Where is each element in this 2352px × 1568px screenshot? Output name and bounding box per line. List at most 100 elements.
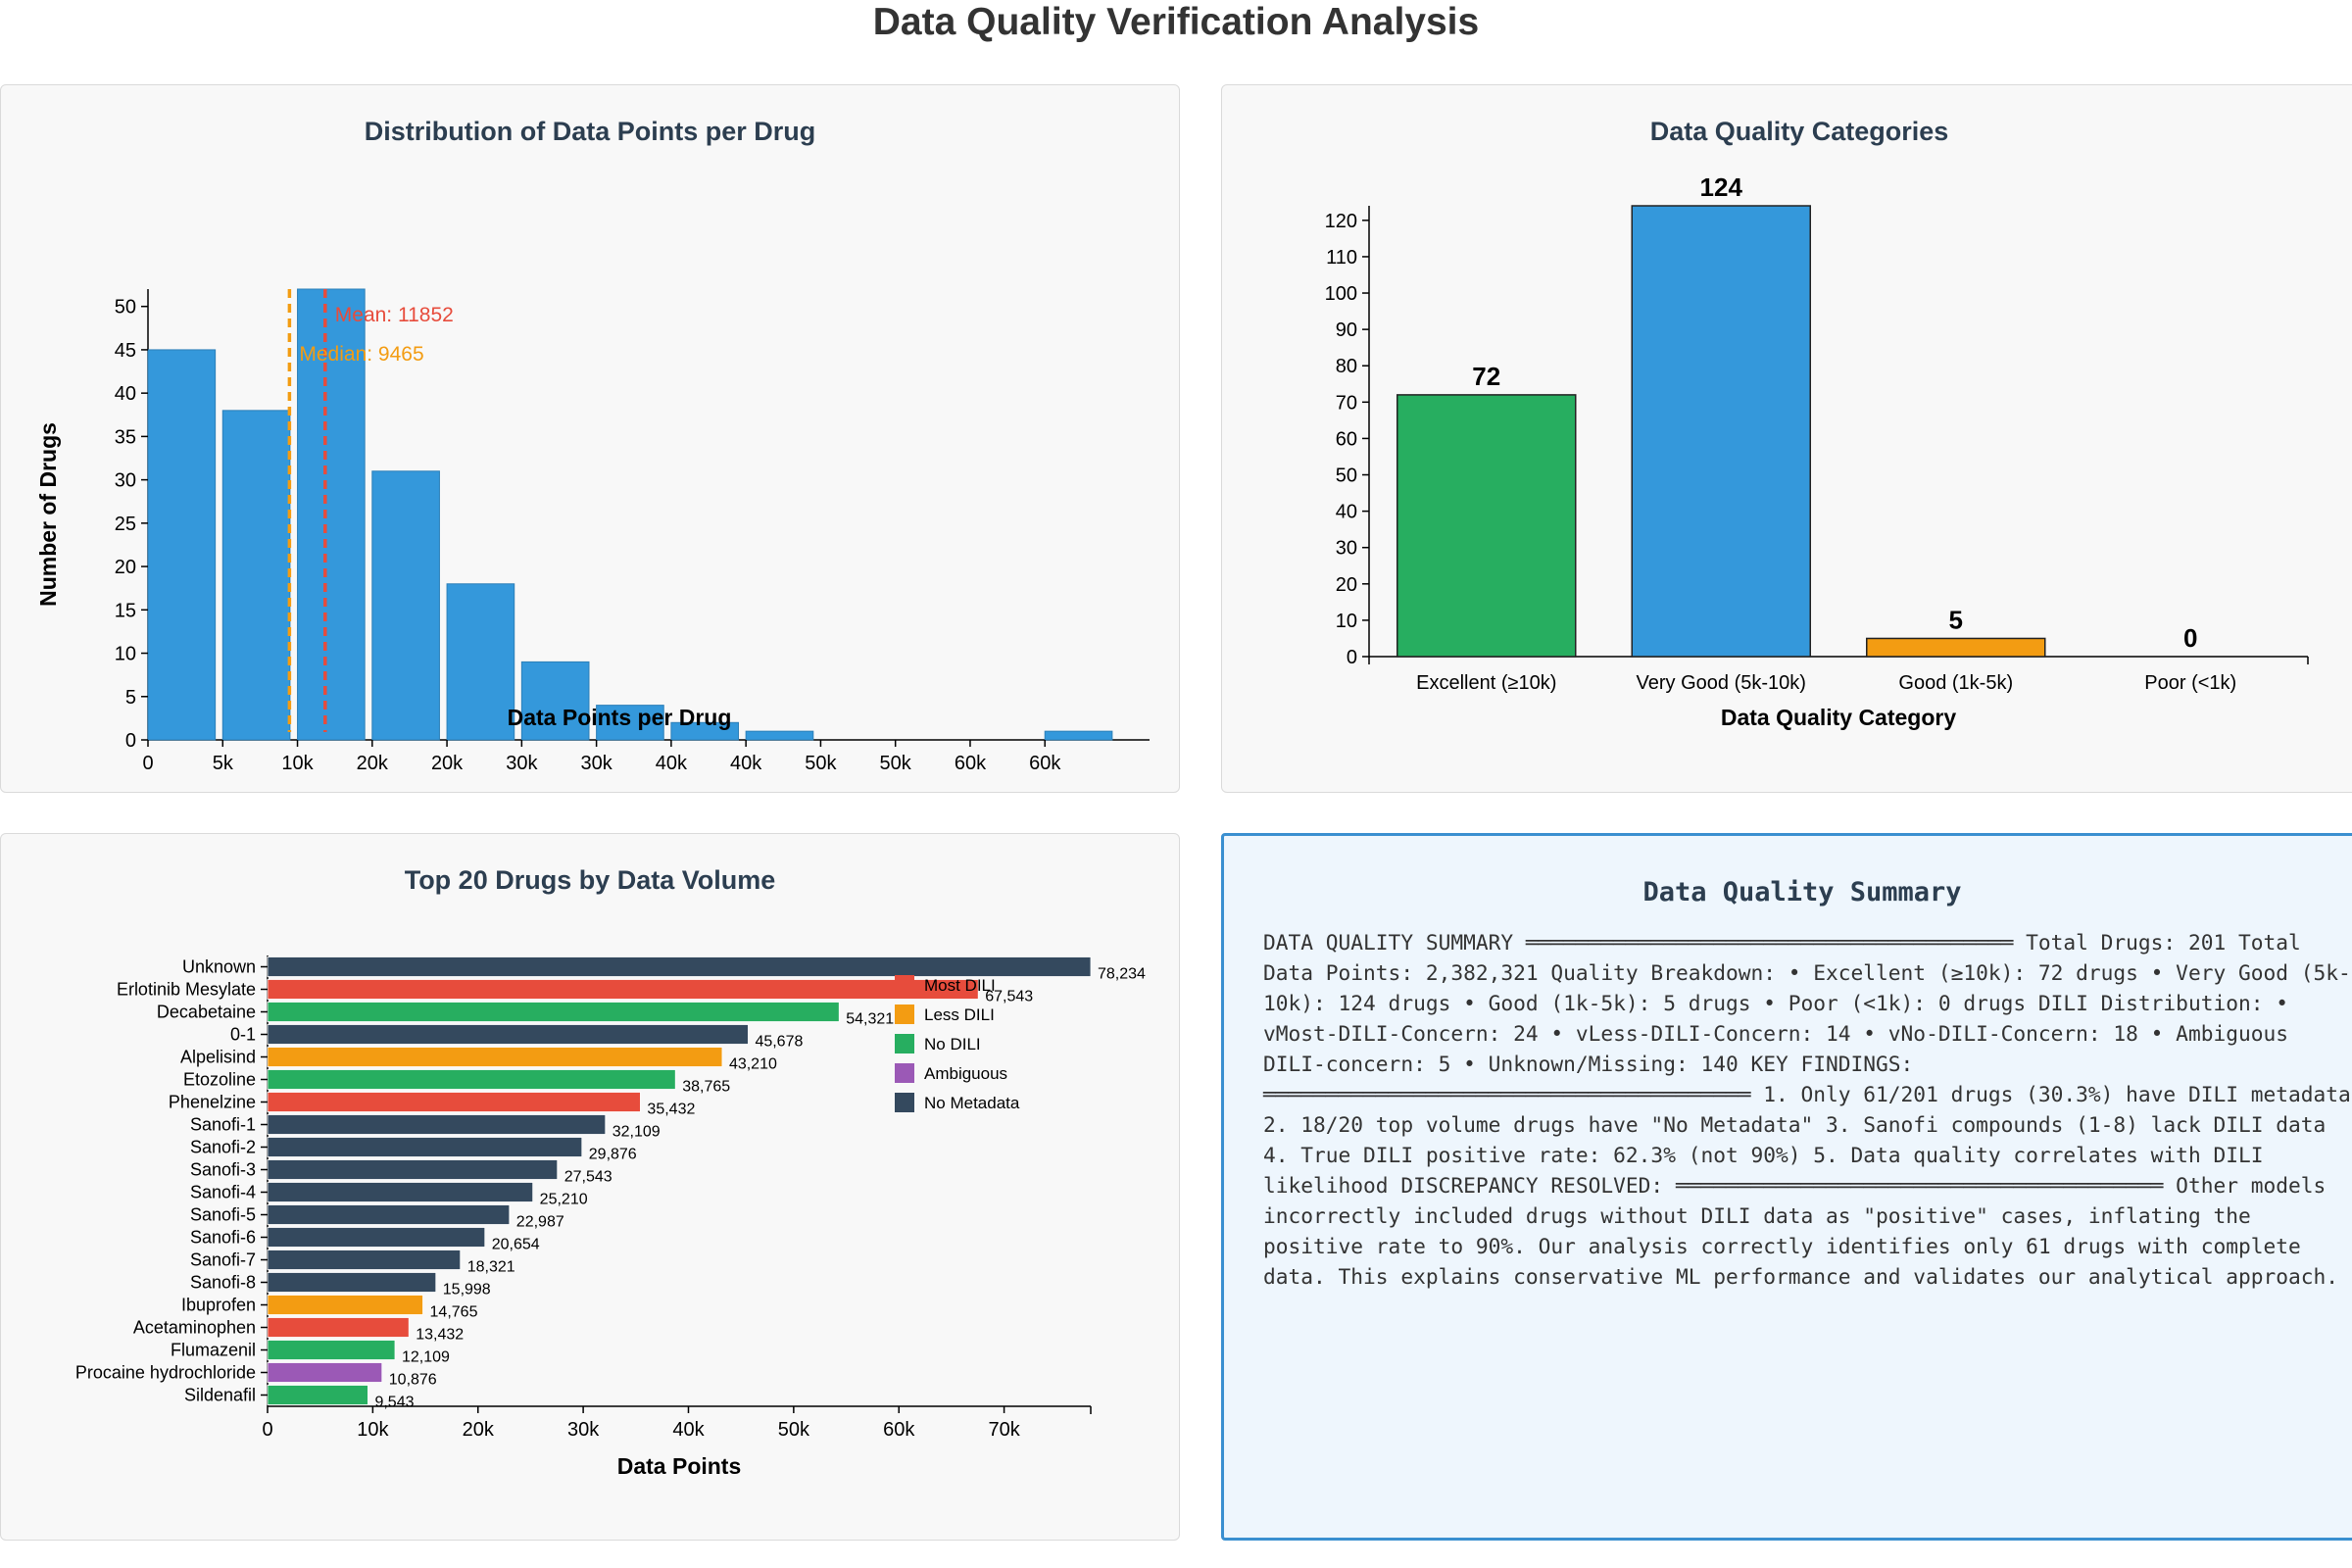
- top-drugs-chart: Unknown 78,234 Erlotinib Mesylate 67,543 Dec…: [75, 956, 1146, 1479]
- drug-name-label: Sanofi-1: [190, 1115, 256, 1135]
- drug-value-label: 13,432: [416, 1327, 464, 1344]
- y-tick-label: 50: [115, 297, 136, 318]
- histogram-bar: [520, 661, 590, 741]
- drug-value-label: 22,987: [516, 1214, 564, 1231]
- x-tick-label: 0: [142, 753, 153, 774]
- drug-name-label: Erlotinib Mesylate: [117, 980, 256, 1000]
- category-value-label: 124: [1700, 172, 1743, 202]
- y-tick-label: 60: [1336, 428, 1357, 450]
- category-bar: [1866, 637, 2046, 658]
- drug-value-label: 35,432: [647, 1102, 695, 1118]
- histogram-bar: [147, 349, 217, 741]
- drug-value-label: 9,543: [374, 1395, 414, 1411]
- y-tick-label: 20: [115, 557, 136, 578]
- drug-value-label: 32,109: [612, 1124, 661, 1141]
- y-tick-label: 120: [1325, 211, 1357, 232]
- x-tick-label: 0: [262, 1419, 272, 1441]
- drug-name-label: 0-1: [230, 1025, 256, 1045]
- y-tick-label: 35: [115, 426, 136, 448]
- drug-value-label: 67,543: [985, 989, 1033, 1005]
- drug-name-label: Etozoline: [183, 1070, 256, 1090]
- drug-name-label: Unknown: [182, 957, 256, 977]
- drug-bar: [267, 1159, 559, 1180]
- x-tick-label: 70k: [988, 1419, 1020, 1441]
- category-panel: Data Quality Categories 0 10 20 30 40 50 60 70 8…: [1221, 84, 2352, 793]
- drug-name-label: Sanofi-2: [190, 1138, 256, 1157]
- drug-name-label: Decabetaine: [157, 1003, 256, 1022]
- x-axis-title: Data Quality Category: [1721, 705, 1956, 730]
- y-tick-label: 45: [115, 340, 136, 362]
- legend-label: No Metadata: [924, 1094, 1020, 1112]
- drug-name-label: Sanofi-8: [190, 1273, 256, 1293]
- histogram-bar: [297, 288, 366, 741]
- x-tick-label: 40k: [730, 753, 762, 774]
- x-tick-label: 50k: [778, 1419, 810, 1441]
- drug-bar: [267, 1272, 437, 1293]
- legend-label: Ambiguous: [924, 1064, 1007, 1083]
- histogram-bar: [221, 410, 291, 741]
- drug-name-label: Flumazenil: [171, 1341, 256, 1360]
- drug-bar: [267, 1295, 423, 1315]
- x-tick-label: 40k: [672, 1419, 705, 1441]
- page-title: Data Quality Verification Analysis: [872, 1, 1480, 43]
- x-tick-label: 60k: [955, 753, 987, 774]
- y-tick-label: 10: [1336, 611, 1357, 632]
- y-tick-label: 10: [115, 644, 136, 665]
- x-tick-label: 10k: [281, 753, 314, 774]
- category-tick-label: Poor (<1k): [2144, 672, 2236, 694]
- drug-bar: [267, 1002, 840, 1022]
- drug-name-label: Sanofi-3: [190, 1160, 256, 1180]
- summary-panel: Data Quality Summary DATA QUALITY SUMMAR…: [1221, 833, 2352, 1541]
- drug-name-label: Sanofi-7: [190, 1250, 256, 1270]
- drug-value-label: 38,765: [682, 1079, 730, 1096]
- drug-value-label: 45,678: [755, 1034, 803, 1051]
- drug-value-label: 43,210: [729, 1056, 777, 1073]
- x-tick-label: 10k: [357, 1419, 389, 1441]
- drug-bar: [267, 979, 979, 1000]
- x-axis-title: Data Points: [617, 1453, 742, 1479]
- x-tick-label: 40k: [656, 753, 688, 774]
- drug-name-label: Phenelzine: [169, 1093, 256, 1112]
- x-axis-title: Data Points per Drug: [508, 705, 732, 730]
- drug-bar: [267, 1250, 462, 1270]
- y-tick-label: 20: [1336, 574, 1357, 596]
- category-chart: 010203040506070809010011012072Excellent …: [1325, 172, 2309, 730]
- drug-value-label: 20,654: [492, 1237, 540, 1253]
- drug-bar: [267, 1385, 368, 1405]
- histogram-panel: Distribution of Data Points per Drug 0 5 1…: [0, 84, 1180, 793]
- drug-value-label: 18,321: [467, 1259, 515, 1276]
- x-tick-label: 30k: [580, 753, 612, 774]
- top-drugs-panel: Top 20 Drugs by Data Volume Unknown 78,23…: [0, 833, 1180, 1541]
- drug-bar: [267, 1092, 641, 1112]
- y-tick-label: 50: [1336, 466, 1357, 487]
- histogram-bar: [1044, 730, 1113, 741]
- histogram-bar: [670, 721, 740, 741]
- legend-label: No DILI: [924, 1035, 981, 1054]
- drug-bar: [267, 956, 1092, 977]
- drug-name-label: Procaine hydrochloride: [75, 1363, 256, 1383]
- drug-name-label: Ibuprofen: [181, 1296, 256, 1315]
- x-tick-label: 50k: [880, 753, 912, 774]
- x-tick-label: 5k: [213, 753, 234, 774]
- y-tick-label: 30: [115, 470, 136, 492]
- y-tick-label: 0: [125, 730, 136, 752]
- drug-bar: [267, 1047, 723, 1067]
- legend-swatch: [895, 1093, 914, 1112]
- histogram-bar: [596, 705, 664, 741]
- mean-label: Mean: 11852: [335, 304, 454, 326]
- drug-value-label: 78,234: [1098, 966, 1146, 983]
- drug-name-label: Sildenafil: [184, 1386, 256, 1405]
- drug-bar: [267, 1182, 534, 1202]
- x-tick-label: 20k: [431, 753, 464, 774]
- drug-bar: [267, 1024, 749, 1045]
- legend-swatch: [895, 1034, 914, 1054]
- drug-name-label: Alpelisind: [180, 1048, 256, 1067]
- legend-swatch: [895, 1004, 914, 1024]
- drug-name-label: Sanofi-5: [190, 1205, 256, 1225]
- drug-value-label: 10,876: [389, 1372, 437, 1389]
- x-tick-label: 20k: [357, 753, 389, 774]
- category-value-label: 5: [1949, 605, 1963, 634]
- median-label: Median: 9465: [299, 343, 423, 366]
- x-tick-label: 30k: [567, 1419, 600, 1441]
